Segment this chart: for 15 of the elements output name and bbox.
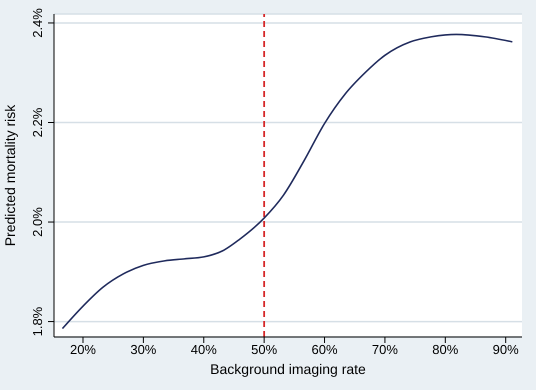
x-tick-label: 90% (492, 342, 520, 358)
x-tick-label: 60% (312, 342, 338, 358)
x-tick-label: 70% (372, 342, 398, 358)
y-tick-label: 1.8% (30, 306, 45, 336)
line-series (62, 34, 514, 330)
y-axis-title: Predicted mortality risk (2, 104, 18, 246)
x-tick-label: 80% (432, 342, 459, 358)
x-tick-label: 40% (190, 342, 218, 358)
x-axis-title: Background imaging rate (210, 361, 366, 377)
x-tick-label: 50% (251, 342, 278, 358)
y-tick-label: 2.0% (30, 206, 45, 237)
x-tick-label: 30% (130, 342, 157, 358)
y-tick-label: 2.4% (30, 8, 45, 38)
x-tick-label: 20% (70, 342, 96, 358)
y-tick-label: 2.2% (30, 107, 45, 138)
